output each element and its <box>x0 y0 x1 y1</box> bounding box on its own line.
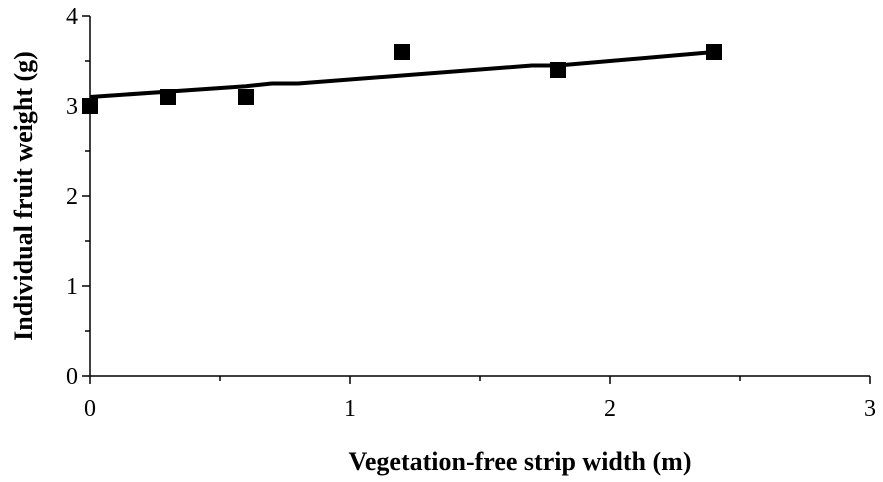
y-tick-label: 0 <box>66 364 78 390</box>
x-tick-label: 0 <box>84 396 96 422</box>
y-tick-label: 4 <box>66 4 78 30</box>
y-tick-label: 2 <box>66 184 78 210</box>
data-point-marker <box>394 44 410 60</box>
data-point-marker <box>238 89 254 105</box>
data-point-marker <box>160 89 176 105</box>
ticks <box>82 15 871 384</box>
data-points <box>82 44 722 114</box>
x-tick-label: 1 <box>344 396 356 422</box>
y-axis-title: Individual fruit weight (g) <box>9 51 38 341</box>
data-point-marker <box>706 44 722 60</box>
x-axis-title: Vegetation-free strip width (m) <box>349 447 692 476</box>
data-point-marker <box>550 62 566 78</box>
tick-labels: 0 1 2 3 0 1 2 3 4 <box>66 4 876 422</box>
data-point-marker <box>82 98 98 114</box>
x-tick-label: 3 <box>864 396 876 422</box>
x-tick-label: 2 <box>604 396 616 422</box>
y-tick-label: 3 <box>66 94 78 120</box>
y-tick-label: 1 <box>66 274 78 300</box>
